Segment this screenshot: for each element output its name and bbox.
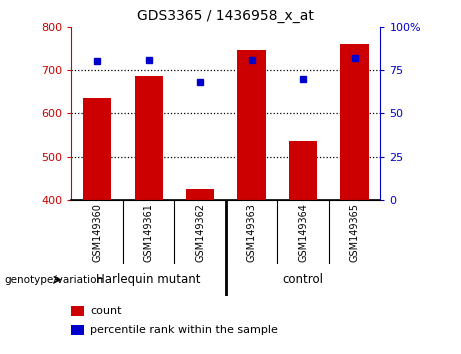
Text: Harlequin mutant: Harlequin mutant [96,273,201,286]
Bar [289,142,317,200]
Text: GSM149362: GSM149362 [195,203,205,262]
Title: GDS3365 / 1436958_x_at: GDS3365 / 1436958_x_at [137,9,314,23]
Bar [237,50,266,200]
Text: GSM149361: GSM149361 [144,203,154,262]
Bar [71,325,84,335]
Bar [135,76,163,200]
Text: genotype/variation: genotype/variation [5,275,104,285]
Bar [186,189,214,200]
Text: count: count [90,306,122,316]
Text: GSM149363: GSM149363 [247,203,257,262]
Bar [71,306,84,316]
Text: GSM149364: GSM149364 [298,203,308,262]
Text: GSM149365: GSM149365 [349,203,360,262]
Bar [340,44,369,200]
Text: percentile rank within the sample: percentile rank within the sample [90,325,278,335]
Text: GSM149360: GSM149360 [92,203,102,262]
Text: control: control [283,273,324,286]
Bar [83,98,112,200]
